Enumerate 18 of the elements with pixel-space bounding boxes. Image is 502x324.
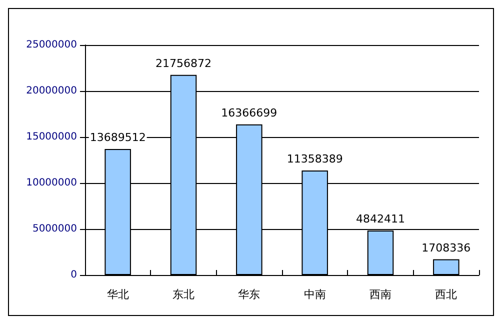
y-tick-label: 25000000 bbox=[26, 40, 77, 50]
data-label: 1708336 bbox=[422, 241, 471, 254]
x-tick-label: 西南 bbox=[370, 288, 392, 301]
data-label: 11358389 bbox=[286, 152, 343, 166]
data-label: 13689512 bbox=[90, 131, 146, 144]
x-tick-label: 西北 bbox=[435, 288, 458, 301]
x-tick-label: 华北 bbox=[106, 288, 129, 301]
data-label: 21756872 bbox=[156, 56, 212, 70]
x-tick-label: 华东 bbox=[238, 288, 260, 301]
y-tick-label: 0 bbox=[70, 270, 77, 280]
x-tick-label: 东北 bbox=[172, 288, 194, 301]
data-label: 16366699 bbox=[221, 106, 278, 120]
y-tick-label: 10000000 bbox=[26, 178, 77, 188]
y-tick-label: 5000000 bbox=[32, 224, 77, 234]
x-tick-label: 中南 bbox=[304, 288, 326, 301]
y-tick-label: 15000000 bbox=[26, 132, 77, 142]
data-label: 4842411 bbox=[356, 212, 405, 226]
y-tick-label: 20000000 bbox=[26, 86, 77, 96]
